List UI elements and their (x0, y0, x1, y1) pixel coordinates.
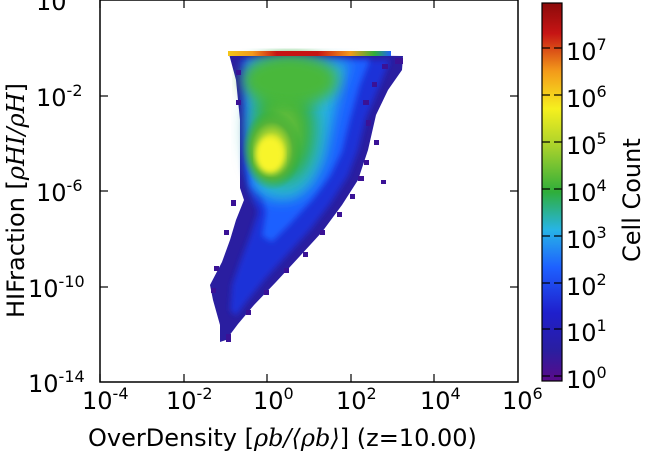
x-tick-label-1e2: 102 (336, 384, 377, 415)
x-tick-label-1e4: 104 (420, 384, 461, 415)
y-tick-label-1e-14: 10-14 (28, 367, 85, 398)
y-tick-label-1e-2: 10-2 (36, 81, 83, 112)
sparse-cell (236, 70, 241, 75)
colorbar-tick-label-1e1: 101 (566, 316, 607, 347)
sparse-cell (231, 200, 236, 206)
y-tick-label-1e-6: 10-6 (36, 176, 83, 207)
x-axis-label: OverDensity [ρb/⟨ρb⟩] (z=10.00) (88, 424, 477, 452)
sparse-cells (211, 58, 403, 342)
upper-ridge (228, 51, 391, 56)
sparse-cell (303, 252, 308, 257)
sparse-cell (350, 194, 355, 199)
sparse-cell (320, 230, 325, 235)
colorbar-tick-label-1e4: 104 (566, 176, 607, 207)
x-tick-label-1e-2: 10-2 (166, 384, 213, 415)
sparse-cell (363, 100, 369, 105)
x-tick-label-1e0: 100 (253, 384, 294, 415)
colorbar-tick-label-1e2: 102 (566, 270, 607, 301)
colorbar (541, 2, 563, 382)
histogram-density (210, 51, 403, 342)
colorbar-tick-label-1e7: 107 (566, 35, 607, 66)
sparse-cell (372, 82, 377, 87)
sparse-cell (374, 140, 379, 145)
y-tick-label-1e-10: 10-10 (28, 272, 85, 303)
density-core-peak (256, 137, 284, 173)
density-halo-upper (242, 54, 338, 106)
sparse-cell (381, 180, 386, 184)
tick-marks (99, 0, 518, 382)
colorbar-tick-label-1e0: 100 (566, 363, 607, 394)
sparse-cell (226, 334, 231, 342)
colorbar-tick-label-1e6: 106 (566, 82, 607, 113)
colorbar-label: Cell Count (618, 138, 646, 262)
sparse-cell (366, 120, 371, 126)
colorbar-tick-label-1e5: 105 (566, 129, 607, 160)
x-tick-label-1e6: 106 (502, 384, 543, 415)
sparse-cell (364, 160, 369, 165)
sparse-cell (382, 64, 388, 69)
sparse-cell (395, 58, 403, 64)
sparse-cell (264, 290, 269, 295)
y-tick-label-10: 10 (36, 0, 67, 16)
x-tick-label-1e-4: 10-4 (82, 384, 129, 415)
colorbar-ticks (542, 47, 562, 377)
sparse-cell (337, 212, 342, 217)
sparse-cell (358, 176, 364, 181)
sparse-cell (284, 268, 289, 273)
y-axis-label: HIFraction [ρHI/ρH] (2, 83, 30, 318)
sparse-cell (214, 266, 219, 271)
sparse-cell (246, 310, 251, 315)
sparse-cell (224, 230, 229, 235)
sparse-cell (236, 100, 241, 105)
sparse-cell (211, 288, 216, 293)
colorbar-tick-label-1e3: 103 (566, 223, 607, 254)
